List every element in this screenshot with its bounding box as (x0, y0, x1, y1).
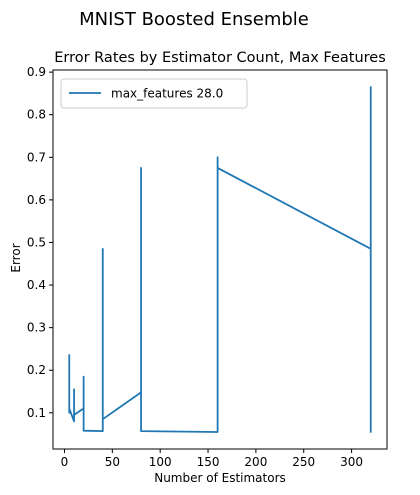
x-tick-label: 250 (292, 455, 315, 469)
y-tick-label: 0.3 (27, 321, 46, 335)
x-tick-label: 0 (61, 455, 69, 469)
legend-label: max_features 28.0 (111, 87, 223, 101)
plot-area: 0 50 100 150 200 250 300 0.1 0.2 0.3 0.4 0.5 0.6 0.7 0… (27, 65, 388, 469)
x-tick-label: 50 (105, 455, 120, 469)
series-line-0 (68, 86, 372, 433)
y-tick-label: 0.1 (27, 406, 46, 420)
x-tick-label: 100 (149, 455, 172, 469)
legend-box (60, 78, 248, 109)
chart-title: Error Rates by Estimator Count, Max Feat… (54, 50, 386, 66)
x-tick-label: 150 (197, 455, 220, 469)
y-tick-label: 0.6 (27, 193, 46, 207)
axes-frame (52, 69, 388, 450)
y-tick-label: 0.2 (27, 363, 46, 377)
y-tick-label: 0.9 (27, 65, 46, 79)
y-tick-label: 0.4 (27, 278, 46, 292)
figure-suptitle: MNIST Boosted Ensemble (79, 9, 309, 30)
legend: max_features 28.0 (60, 78, 248, 109)
y-tick-label: 0.5 (27, 235, 46, 249)
x-tick-label: 300 (340, 455, 363, 469)
x-tick-label: 200 (244, 455, 267, 469)
y-tick-label: 0.7 (27, 150, 46, 164)
x-axis-label: Number of Estimators (154, 471, 286, 485)
y-axis-label: Error (9, 243, 23, 272)
y-tick-label: 0.8 (27, 108, 46, 122)
